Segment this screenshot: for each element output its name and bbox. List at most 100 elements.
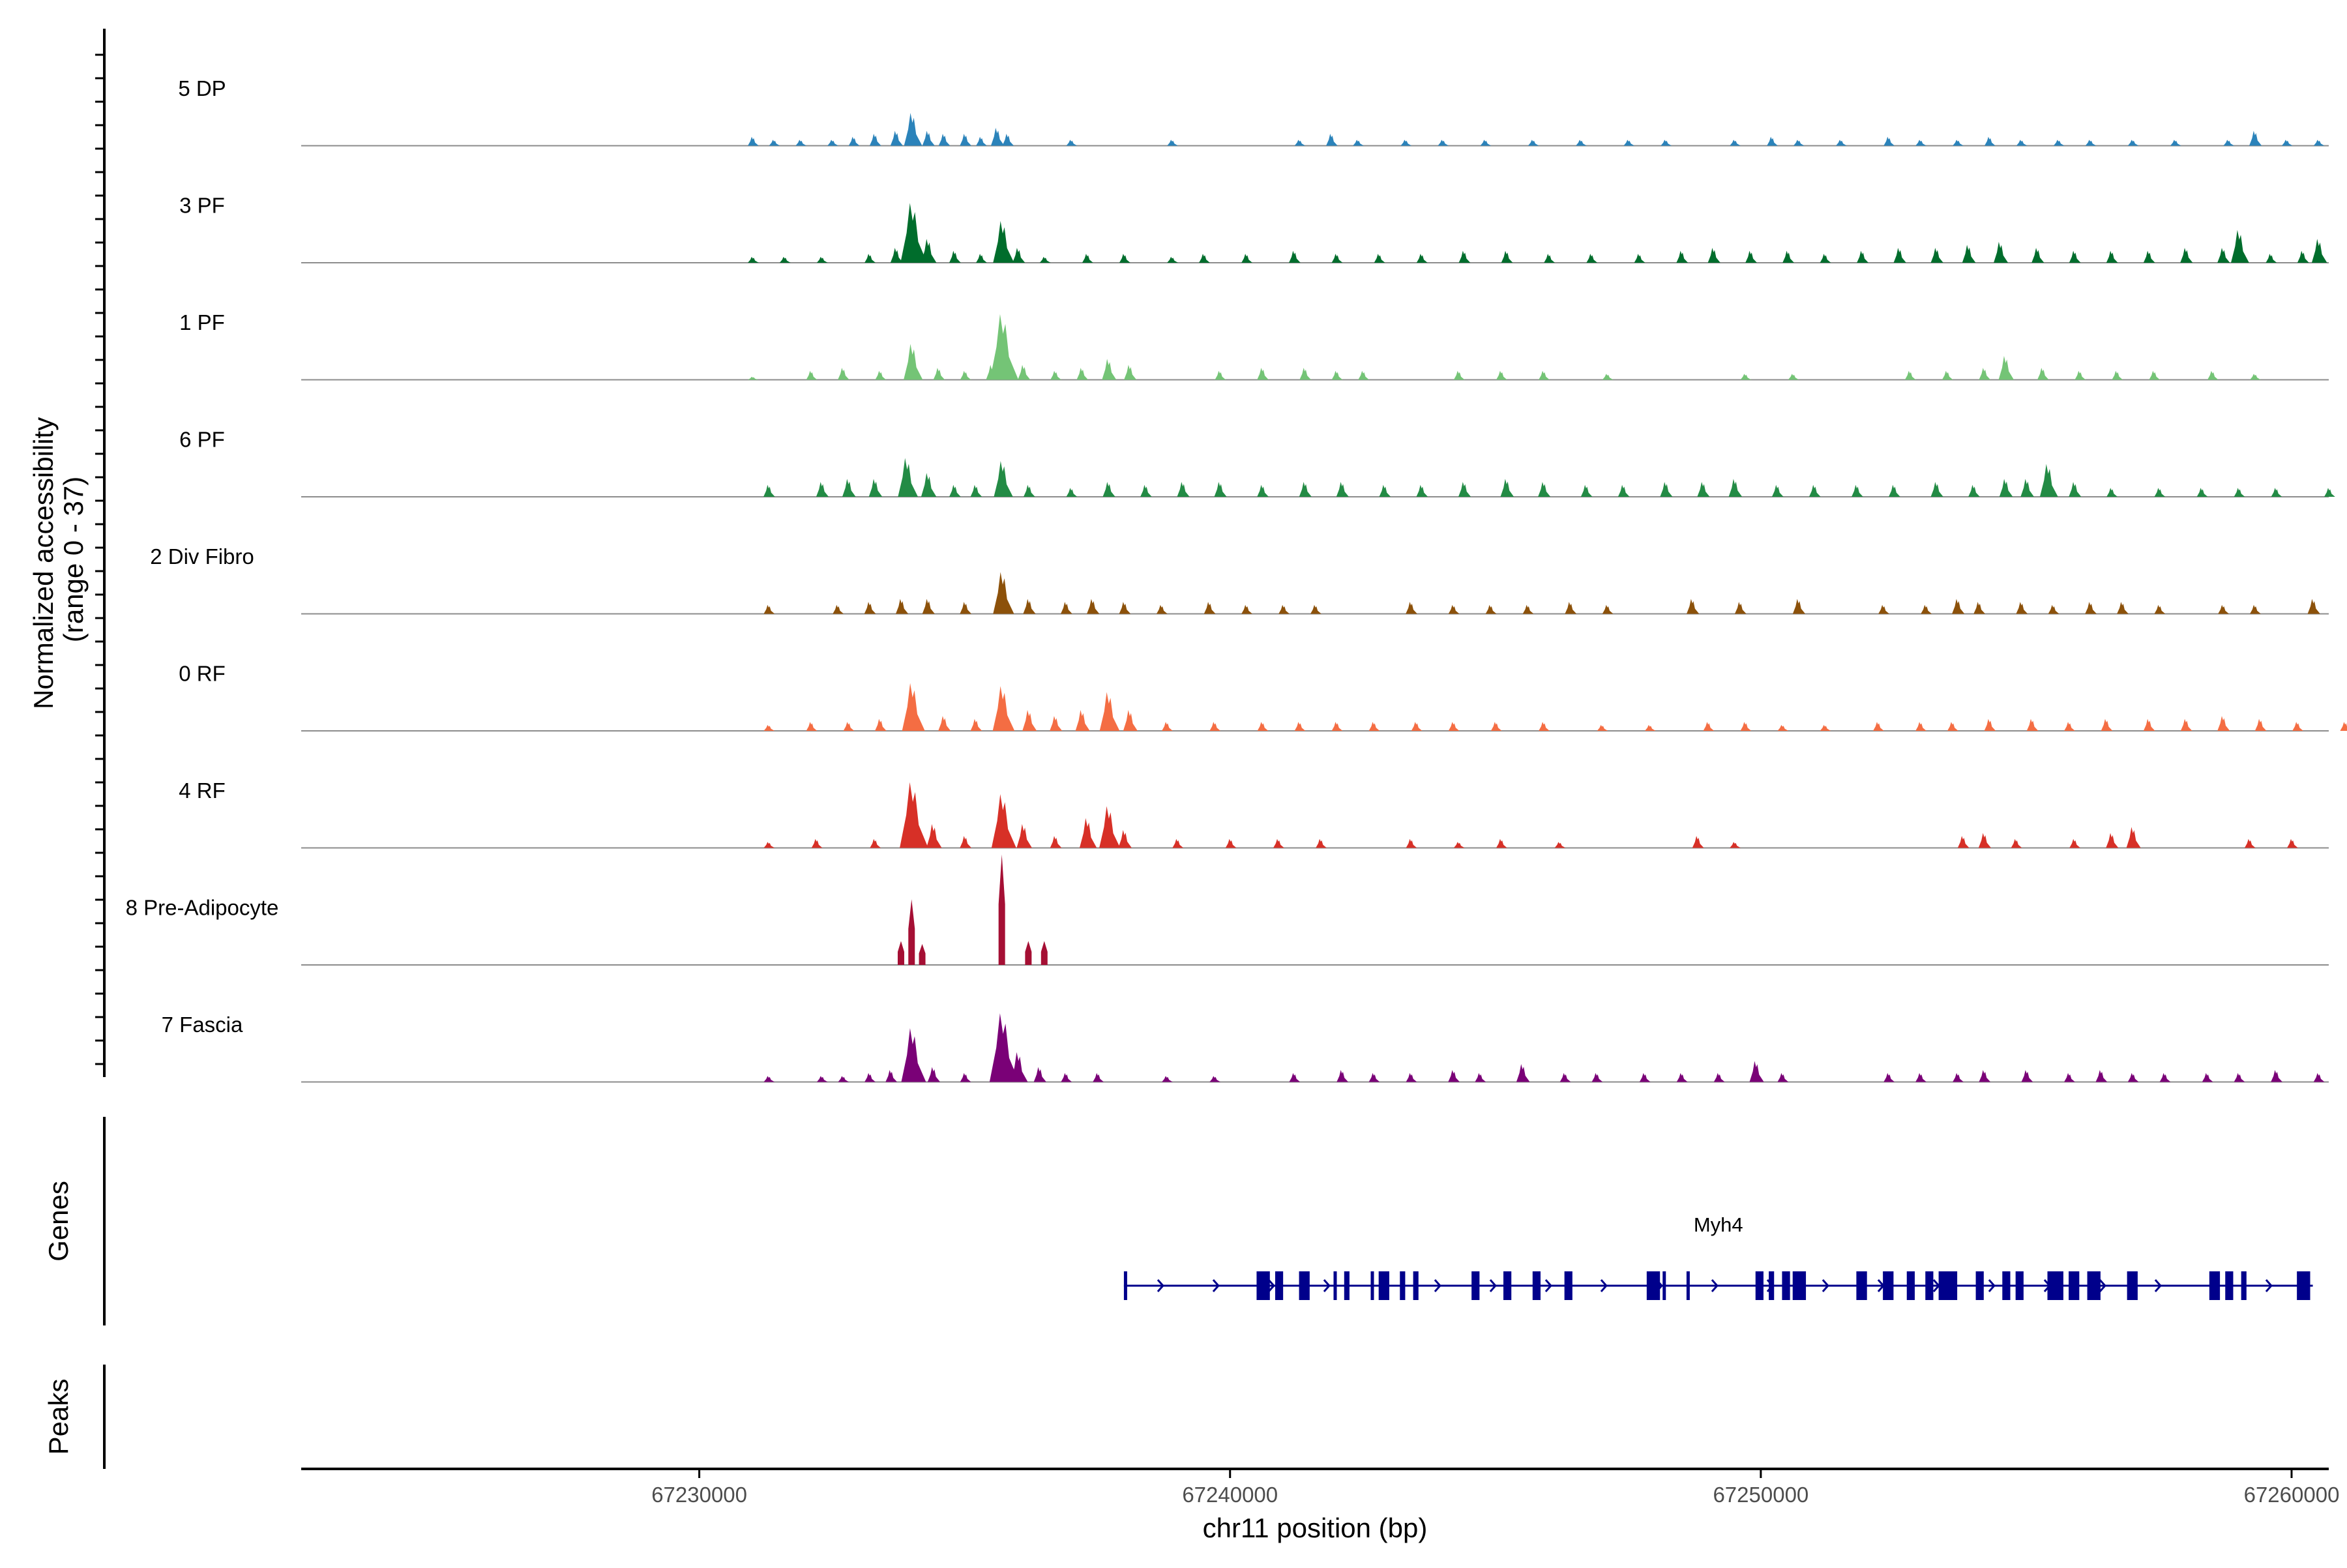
track-7-fascia: 7 Fascia <box>162 1013 2329 1083</box>
coverage-peak <box>2064 1072 2075 1082</box>
coverage-peak <box>1617 484 1630 497</box>
coverage-peak <box>1697 482 1710 497</box>
gene-exon <box>1883 1271 1894 1300</box>
coverage-peak <box>1661 140 1672 146</box>
coverage-peak <box>2297 250 2309 263</box>
coverage-peak <box>1591 1072 1603 1082</box>
coverage-peak <box>1075 709 1090 731</box>
coverage-peak <box>2069 250 2081 263</box>
track-4-rf: 4 RF <box>179 778 2329 849</box>
coverage-peak <box>2021 1070 2033 1082</box>
gene-exon <box>1856 1271 1867 1300</box>
coverage-peak <box>1041 941 1048 965</box>
coverage-peak <box>990 128 1005 146</box>
gene-exon <box>1275 1271 1284 1300</box>
coverage-peak <box>993 572 1014 614</box>
coverage-peak <box>1883 1072 1895 1082</box>
gene-exon <box>1378 1271 1389 1300</box>
coverage-peak <box>816 1076 828 1082</box>
coverage-peak <box>1893 248 1906 263</box>
track-0-rf: 0 RF <box>179 662 2347 732</box>
gene-exon <box>2241 1271 2247 1300</box>
coverage-peak <box>900 203 928 263</box>
coverage-peak <box>1215 370 1226 380</box>
coverage-peak <box>1904 370 1916 380</box>
coverage-peak <box>901 1028 926 1082</box>
coverage-peak <box>1087 599 1100 614</box>
coverage-peak <box>1788 374 1799 380</box>
coverage-peak <box>2230 229 2249 263</box>
coverage-peak <box>2048 604 2059 614</box>
coverage-peak <box>1050 716 1063 731</box>
coverage-peak <box>1119 254 1130 263</box>
coverage-peak <box>1740 374 1752 380</box>
track-label: 3 PF <box>179 194 225 218</box>
coverage-peak <box>2217 716 2230 731</box>
coverage-peak <box>1023 599 1036 614</box>
coverage-peak <box>2069 482 2082 497</box>
coverage-peak <box>904 113 923 146</box>
coverage-peak <box>1835 140 1847 146</box>
coverage-peak <box>864 254 876 263</box>
coverage-peak <box>1066 140 1078 146</box>
coverage-peak <box>1140 484 1152 497</box>
coverage-peak <box>838 368 849 380</box>
track-label: 8 Pre-Adipocyte <box>126 896 279 920</box>
coverage-peak <box>1326 134 1338 146</box>
coverage-peak <box>2106 488 2118 497</box>
coverage-peak <box>2127 1072 2139 1082</box>
y-axis-title-line-1: Normalized accessibility <box>28 417 59 709</box>
coverage-peak <box>1782 250 1794 263</box>
coverage-peak <box>1002 134 1014 146</box>
coverage-peak <box>926 823 942 848</box>
coverage-peak <box>1025 941 1032 965</box>
coverage-peak <box>2112 370 2123 380</box>
coverage-peak <box>1915 140 1926 146</box>
coverage-peak <box>2196 488 2208 497</box>
coverage-peak <box>976 254 987 263</box>
x-tick-label: 67230000 <box>651 1483 747 1507</box>
coverage-peak <box>875 370 887 380</box>
coverage-peak <box>1707 248 1720 263</box>
gene-exon <box>2225 1271 2234 1300</box>
coverage-peak <box>1808 484 1821 497</box>
coverage-peak <box>1294 140 1306 146</box>
coverage-peak <box>2154 604 2166 614</box>
coverage-peak <box>1749 1061 1764 1082</box>
coverage-peak <box>1076 368 1089 380</box>
coverage-peak <box>2313 1072 2325 1082</box>
coverage-peak <box>1061 1072 1072 1082</box>
coverage-peak <box>1118 830 1132 848</box>
coverage-peak <box>763 484 775 497</box>
coverage-peak <box>1576 140 1587 146</box>
coverage-peak <box>1962 244 1976 263</box>
coverage-peak <box>1299 368 1312 380</box>
coverage-peak <box>864 602 876 614</box>
coverage-peak <box>938 716 951 731</box>
coverage-peak <box>960 836 972 848</box>
coverage-peak <box>2117 602 2129 614</box>
coverage-peak <box>1257 722 1269 731</box>
coverage-peak <box>2218 604 2229 614</box>
coverage-peak <box>1289 250 1301 263</box>
coverage-peak <box>1777 724 1789 731</box>
coverage-peak <box>843 722 855 731</box>
x-tick-label: 67260000 <box>2244 1483 2340 1507</box>
gene-exon <box>2047 1271 2063 1300</box>
coverage-peak <box>827 140 838 146</box>
coverage-peak <box>2254 718 2267 731</box>
coverage-peak <box>1820 724 1831 731</box>
coverage-peak <box>2311 239 2327 263</box>
coverage-peak <box>1172 838 1184 848</box>
coverage-peak <box>875 718 887 731</box>
coverage-peak <box>1973 602 1986 614</box>
coverage-peak <box>1852 484 1863 497</box>
coverage-peak <box>1416 254 1428 263</box>
coverage-peak <box>1730 842 1741 848</box>
coverage-peak <box>1734 602 1747 614</box>
coverage-peak <box>1400 140 1412 146</box>
gene-exon <box>1662 1271 1666 1300</box>
coverage-peak <box>1353 140 1364 146</box>
y-axis-title: Normalized accessibility (range 0 - 37) <box>28 409 89 709</box>
coverage-peak <box>1930 248 1943 263</box>
